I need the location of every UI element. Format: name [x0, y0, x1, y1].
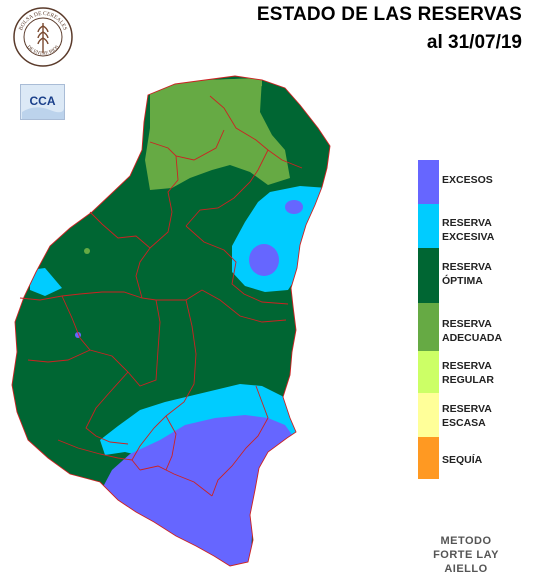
department-borders	[11, 75, 331, 567]
title-line-1: ESTADO DE LAS RESERVAS	[256, 4, 522, 25]
legend-item-optima: RESERVA ÓPTIMA	[418, 248, 538, 303]
legend-swatch-adecuada	[418, 303, 439, 351]
legend-label-excesos: EXCESOS	[442, 174, 493, 186]
legend-item-excesiva: RESERVA EXCESIVA	[418, 204, 538, 248]
legend-item-regular: RESERVA REGULAR	[418, 351, 538, 393]
legend-label-adecuada: RESERVA ADECUADA	[442, 318, 503, 344]
cca-logo: CCA	[20, 84, 65, 120]
method-line-2: FORTE LAY	[433, 549, 499, 561]
legend-swatch-regular	[418, 351, 439, 393]
map-title: ESTADO DE LAS RESERVAS al 31/07/19	[257, 4, 522, 54]
legend-label-sequia: SEQUÍA	[442, 454, 483, 466]
legend-item-excesos: EXCESOS	[418, 160, 538, 204]
legend-item-sequia: SEQUÍA	[418, 437, 538, 479]
legend-swatch-optima	[418, 248, 439, 303]
region-excesos-east	[249, 244, 279, 276]
legend-label-excesiva: RESERVA EXCESIVA	[442, 217, 495, 243]
title-date: al 31/07/19	[426, 32, 522, 53]
wheat-icon	[37, 23, 49, 53]
legend-item-adecuada: RESERVA ADECUADA	[418, 303, 538, 351]
method-line-3: AIELLO	[444, 563, 488, 575]
legend-label-escasa: RESERVA ESCASA	[442, 403, 492, 429]
bolsa-cereales-logo: BOLSA DE CEREALES DE ENTRE RIOS	[13, 7, 73, 67]
legend-swatch-escasa	[418, 393, 439, 437]
legend-item-escasa: RESERVA ESCASA	[418, 393, 538, 437]
legend-swatch-excesos	[418, 160, 439, 204]
legend-swatch-excesiva	[418, 204, 439, 248]
method-note: METODO FORTE LAY AIELLO	[420, 534, 512, 576]
method-line-1: METODO	[440, 535, 492, 547]
legend-label-regular: RESERVA REGULAR	[442, 360, 494, 386]
legend-label-optima: RESERVA ÓPTIMA	[442, 261, 492, 287]
cca-logo-text: CCA	[30, 94, 56, 108]
legend-swatch-sequia	[418, 437, 439, 479]
